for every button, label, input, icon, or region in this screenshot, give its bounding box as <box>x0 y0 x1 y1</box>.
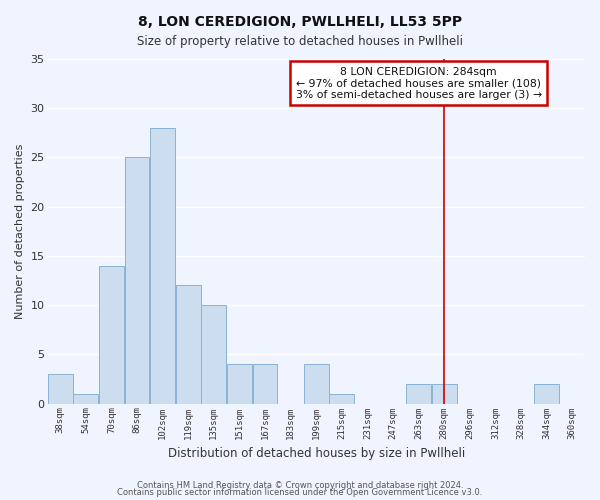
Bar <box>125 158 149 404</box>
Bar <box>432 384 457 404</box>
Bar <box>73 394 98 404</box>
Bar <box>48 374 73 404</box>
Bar <box>227 364 252 404</box>
Bar <box>176 286 200 404</box>
X-axis label: Distribution of detached houses by size in Pwllheli: Distribution of detached houses by size … <box>167 447 465 460</box>
Bar <box>150 128 175 404</box>
Text: Contains public sector information licensed under the Open Government Licence v3: Contains public sector information licen… <box>118 488 482 497</box>
Bar <box>304 364 329 404</box>
Bar <box>99 266 124 404</box>
Bar <box>406 384 431 404</box>
Text: Size of property relative to detached houses in Pwllheli: Size of property relative to detached ho… <box>137 35 463 48</box>
Bar <box>329 394 354 404</box>
Bar <box>202 305 226 404</box>
Text: Contains HM Land Registry data © Crown copyright and database right 2024.: Contains HM Land Registry data © Crown c… <box>137 480 463 490</box>
Bar <box>253 364 277 404</box>
Text: 8 LON CEREDIGION: 284sqm
← 97% of detached houses are smaller (108)
3% of semi-d: 8 LON CEREDIGION: 284sqm ← 97% of detach… <box>296 67 542 100</box>
Text: 8, LON CEREDIGION, PWLLHELI, LL53 5PP: 8, LON CEREDIGION, PWLLHELI, LL53 5PP <box>138 15 462 29</box>
Y-axis label: Number of detached properties: Number of detached properties <box>15 144 25 319</box>
Bar <box>534 384 559 404</box>
